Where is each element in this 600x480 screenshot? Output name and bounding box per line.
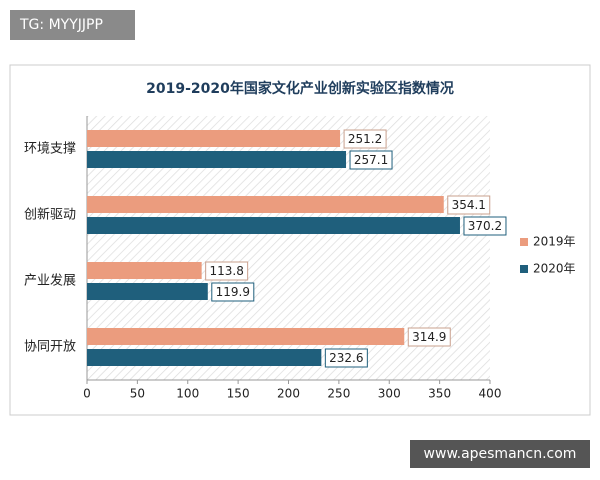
value-label-box bbox=[324, 348, 368, 368]
watermark: www.apesmancn.com bbox=[424, 446, 577, 462]
value-label-box bbox=[463, 216, 507, 236]
x-tick-label: 50 bbox=[130, 387, 145, 401]
bar bbox=[87, 283, 208, 300]
bar bbox=[87, 196, 444, 213]
bar bbox=[87, 262, 202, 279]
value-label: 314.9 bbox=[412, 330, 446, 344]
watermark-box bbox=[410, 440, 590, 468]
chart-title: 2019-2020年国家文化产业创新实验区指数情况 bbox=[146, 80, 454, 97]
y-tick-label: 协同开放 bbox=[24, 340, 76, 355]
x-tick-label: 200 bbox=[277, 387, 300, 401]
bar bbox=[87, 151, 347, 168]
x-tick-label: 350 bbox=[428, 387, 451, 401]
value-label: 232.6 bbox=[329, 351, 363, 365]
x-tick-label: 300 bbox=[378, 387, 401, 401]
y-tick-label: 环境支撑 bbox=[24, 142, 76, 157]
x-tick-label: 250 bbox=[327, 387, 350, 401]
value-label-box bbox=[349, 150, 393, 170]
value-label: 119.9 bbox=[216, 285, 250, 299]
bar bbox=[87, 328, 405, 345]
watermark-box bbox=[10, 10, 135, 40]
y-tick-label: 产业发展 bbox=[24, 273, 76, 289]
value-label: 251.2 bbox=[348, 132, 382, 146]
value-label: 354.1 bbox=[452, 198, 486, 212]
x-tick-label: 400 bbox=[479, 387, 502, 401]
value-label-box bbox=[211, 282, 255, 302]
y-tick-label: 创新驱动 bbox=[24, 207, 76, 223]
value-label-box bbox=[343, 129, 387, 149]
bar bbox=[87, 217, 460, 234]
value-label-box bbox=[205, 261, 249, 281]
legend-label: 2020年 bbox=[533, 262, 576, 276]
bar bbox=[87, 349, 322, 366]
x-tick-label: 150 bbox=[227, 387, 250, 401]
legend-label: 2019年 bbox=[533, 235, 576, 249]
value-label: 113.8 bbox=[209, 264, 243, 278]
value-label: 257.1 bbox=[354, 153, 388, 167]
value-label-box bbox=[407, 327, 451, 347]
x-tick-label: 0 bbox=[83, 387, 91, 401]
x-tick-label: 100 bbox=[176, 387, 199, 401]
bar bbox=[87, 130, 341, 147]
watermark: TG: MYYJJPP bbox=[19, 17, 103, 33]
value-label-box bbox=[447, 195, 491, 215]
legend-swatch bbox=[520, 238, 528, 246]
legend-swatch bbox=[520, 265, 528, 273]
value-label: 370.2 bbox=[468, 219, 502, 233]
